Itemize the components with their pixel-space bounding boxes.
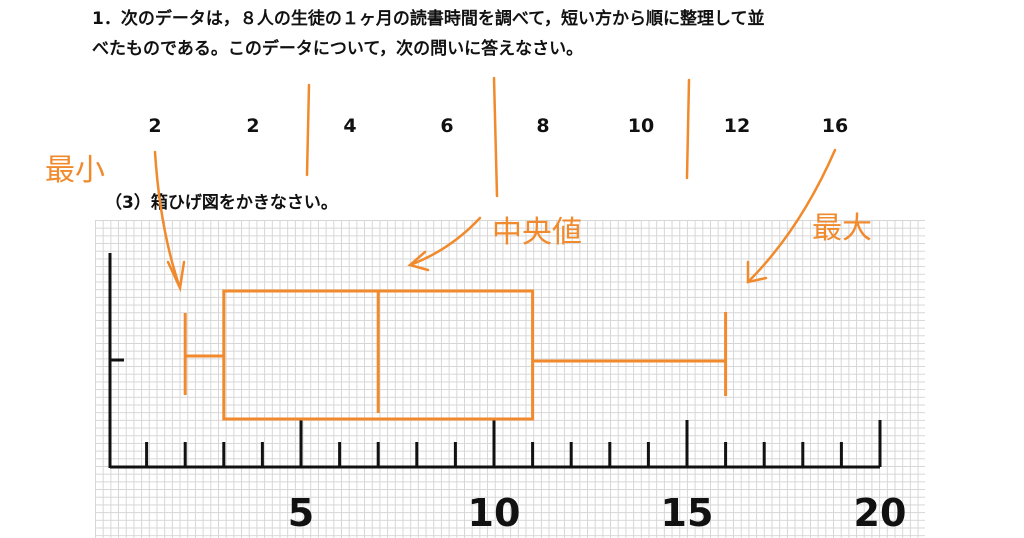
data-value: 2 (246, 115, 259, 137)
data-value: 4 (343, 115, 356, 137)
sub-question: （3）箱ひげ図をかきなさい。 (105, 192, 338, 213)
data-value: 12 (724, 115, 750, 137)
annotation: 最小 (45, 153, 105, 188)
data-value: 6 (440, 115, 453, 137)
x-tick-label: 20 (854, 491, 907, 535)
handwritten-marks (153, 76, 837, 293)
question-line: べたものである。このデータについて，次の問いに答えなさい。 (92, 38, 583, 59)
question-line: 1．次のデータは，８人の生徒の１ヶ月の読書時間を調べて，短い方から順に整理して並 (92, 8, 764, 29)
annotation: 最大 (812, 211, 872, 246)
x-tick-label: 5 (288, 491, 314, 535)
data-value: 16 (822, 115, 848, 137)
data-value: 2 (148, 115, 161, 137)
x-tick-label: 10 (468, 491, 521, 535)
data-value: 10 (628, 115, 654, 137)
graph-paper (95, 220, 925, 538)
data-value: 8 (536, 115, 549, 137)
x-tick-label: 15 (661, 491, 714, 535)
annotation: 中央値 (492, 215, 582, 250)
